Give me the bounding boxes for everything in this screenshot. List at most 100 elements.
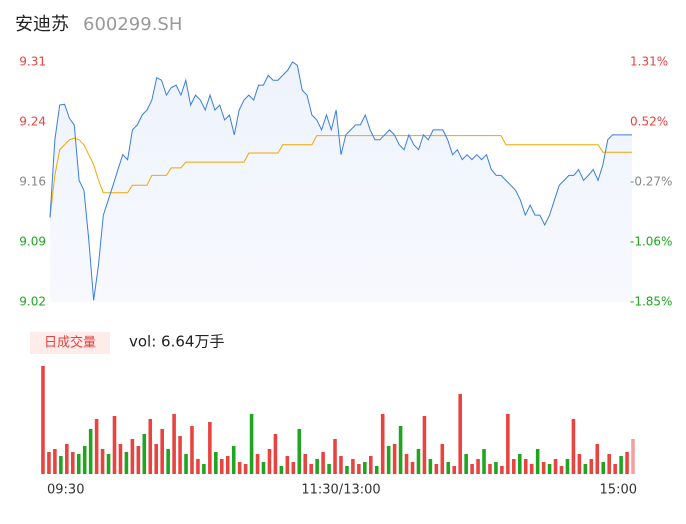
volume-bar xyxy=(386,446,391,474)
volume-bar xyxy=(482,449,486,474)
y-tick-label: 9.02 xyxy=(19,295,46,309)
volume-bar xyxy=(202,464,206,474)
volume-bar xyxy=(476,459,480,474)
volume-bar xyxy=(458,394,462,474)
volume-bar xyxy=(488,464,492,474)
volume-bar xyxy=(214,452,218,474)
volume-bar xyxy=(440,444,445,474)
volume-bar xyxy=(172,414,176,474)
volume-bar xyxy=(160,429,164,474)
volume-bar xyxy=(547,464,552,474)
stock-code: 600299.SH xyxy=(83,14,182,35)
volume-bar xyxy=(357,464,361,474)
y-tick-label: 9.31 xyxy=(19,55,46,69)
volume-bar xyxy=(470,464,474,474)
y2-tick-label: 1.31% xyxy=(630,55,668,69)
volume-bar xyxy=(208,422,212,474)
volume-bar xyxy=(47,452,51,474)
volume-bar xyxy=(219,459,224,474)
volume-bar xyxy=(297,429,302,474)
volume-bar xyxy=(231,446,236,474)
volume-bar xyxy=(398,426,403,474)
volume-bar xyxy=(130,439,135,474)
volume-bar xyxy=(148,419,153,474)
volume-bar xyxy=(625,452,629,474)
volume-bar xyxy=(601,462,606,474)
volume-bar xyxy=(249,414,254,474)
average-line xyxy=(49,135,632,218)
volume-bar xyxy=(452,466,457,474)
volume-bar xyxy=(553,459,558,474)
volume-bar xyxy=(368,456,373,474)
volume-bar xyxy=(613,464,617,474)
volume-bar xyxy=(94,419,99,474)
volume-bar xyxy=(315,459,319,474)
volume-bar xyxy=(267,449,272,474)
volume-bar xyxy=(351,459,355,474)
volume-tab xyxy=(30,332,110,354)
volume-bar xyxy=(541,462,546,474)
volume-bar xyxy=(333,439,337,474)
volume-bar xyxy=(190,426,194,474)
volume-bar xyxy=(434,464,439,474)
volume-bar xyxy=(261,462,266,474)
volume-bar xyxy=(517,454,522,474)
volume-bar xyxy=(237,462,242,474)
volume-bar xyxy=(59,456,63,474)
volume-bar xyxy=(70,452,75,474)
volume-bar xyxy=(291,462,296,474)
volume-bar xyxy=(529,464,534,474)
volume-bar xyxy=(523,459,528,474)
price-line xyxy=(49,61,632,301)
volume-bar xyxy=(321,452,325,474)
volume-bar xyxy=(243,464,248,474)
volume-bar xyxy=(506,414,510,474)
volume-bar xyxy=(100,449,105,474)
volume-bar xyxy=(631,439,635,474)
volume-bar xyxy=(392,444,397,474)
volume-bar xyxy=(363,462,367,474)
volume-bar xyxy=(279,466,284,474)
volume-bar xyxy=(309,464,313,474)
price-area xyxy=(50,62,632,302)
x-tick-label: 15:00 xyxy=(600,483,637,498)
y2-tick-label: 0.52% xyxy=(630,115,668,129)
volume-bar xyxy=(404,454,409,474)
volume-bar xyxy=(196,459,200,474)
volume-annotation: vol: 6.64万手 xyxy=(129,333,224,351)
volume-bar xyxy=(589,459,594,474)
volume-bar xyxy=(619,456,623,474)
volume-title: 日成交量 xyxy=(44,335,96,351)
volume-bar xyxy=(184,454,188,474)
volume-bar xyxy=(142,434,147,474)
volume-bar xyxy=(345,466,349,474)
volume-bar xyxy=(422,416,427,474)
volume-bar xyxy=(380,414,385,474)
volume-bar xyxy=(607,454,611,474)
volume-bar xyxy=(446,462,451,474)
volume-bar xyxy=(88,429,93,474)
volume-bar xyxy=(303,454,308,474)
y-tick-label: 9.16 xyxy=(19,175,46,189)
volume-bar xyxy=(464,454,468,474)
volume-bar xyxy=(494,462,498,474)
volume-bar xyxy=(154,444,159,474)
volume-bar xyxy=(512,459,516,474)
volume-bar xyxy=(273,434,278,474)
volume-bar xyxy=(410,462,415,474)
volume-bar xyxy=(428,459,433,474)
y2-tick-label: -1.85% xyxy=(630,295,672,309)
y2-tick-label: -1.06% xyxy=(630,235,672,249)
volume-bar xyxy=(339,456,343,474)
volume-bar xyxy=(374,466,379,474)
volume-bar xyxy=(65,444,69,474)
volume-bar xyxy=(500,466,504,474)
volume-bar xyxy=(178,436,182,474)
volume-bar xyxy=(577,454,582,474)
y-tick-label: 9.24 xyxy=(19,115,46,129)
volume-bar xyxy=(595,444,600,474)
volume-bar xyxy=(285,456,290,474)
volume-bar xyxy=(112,416,117,474)
volume-bar xyxy=(53,449,57,474)
